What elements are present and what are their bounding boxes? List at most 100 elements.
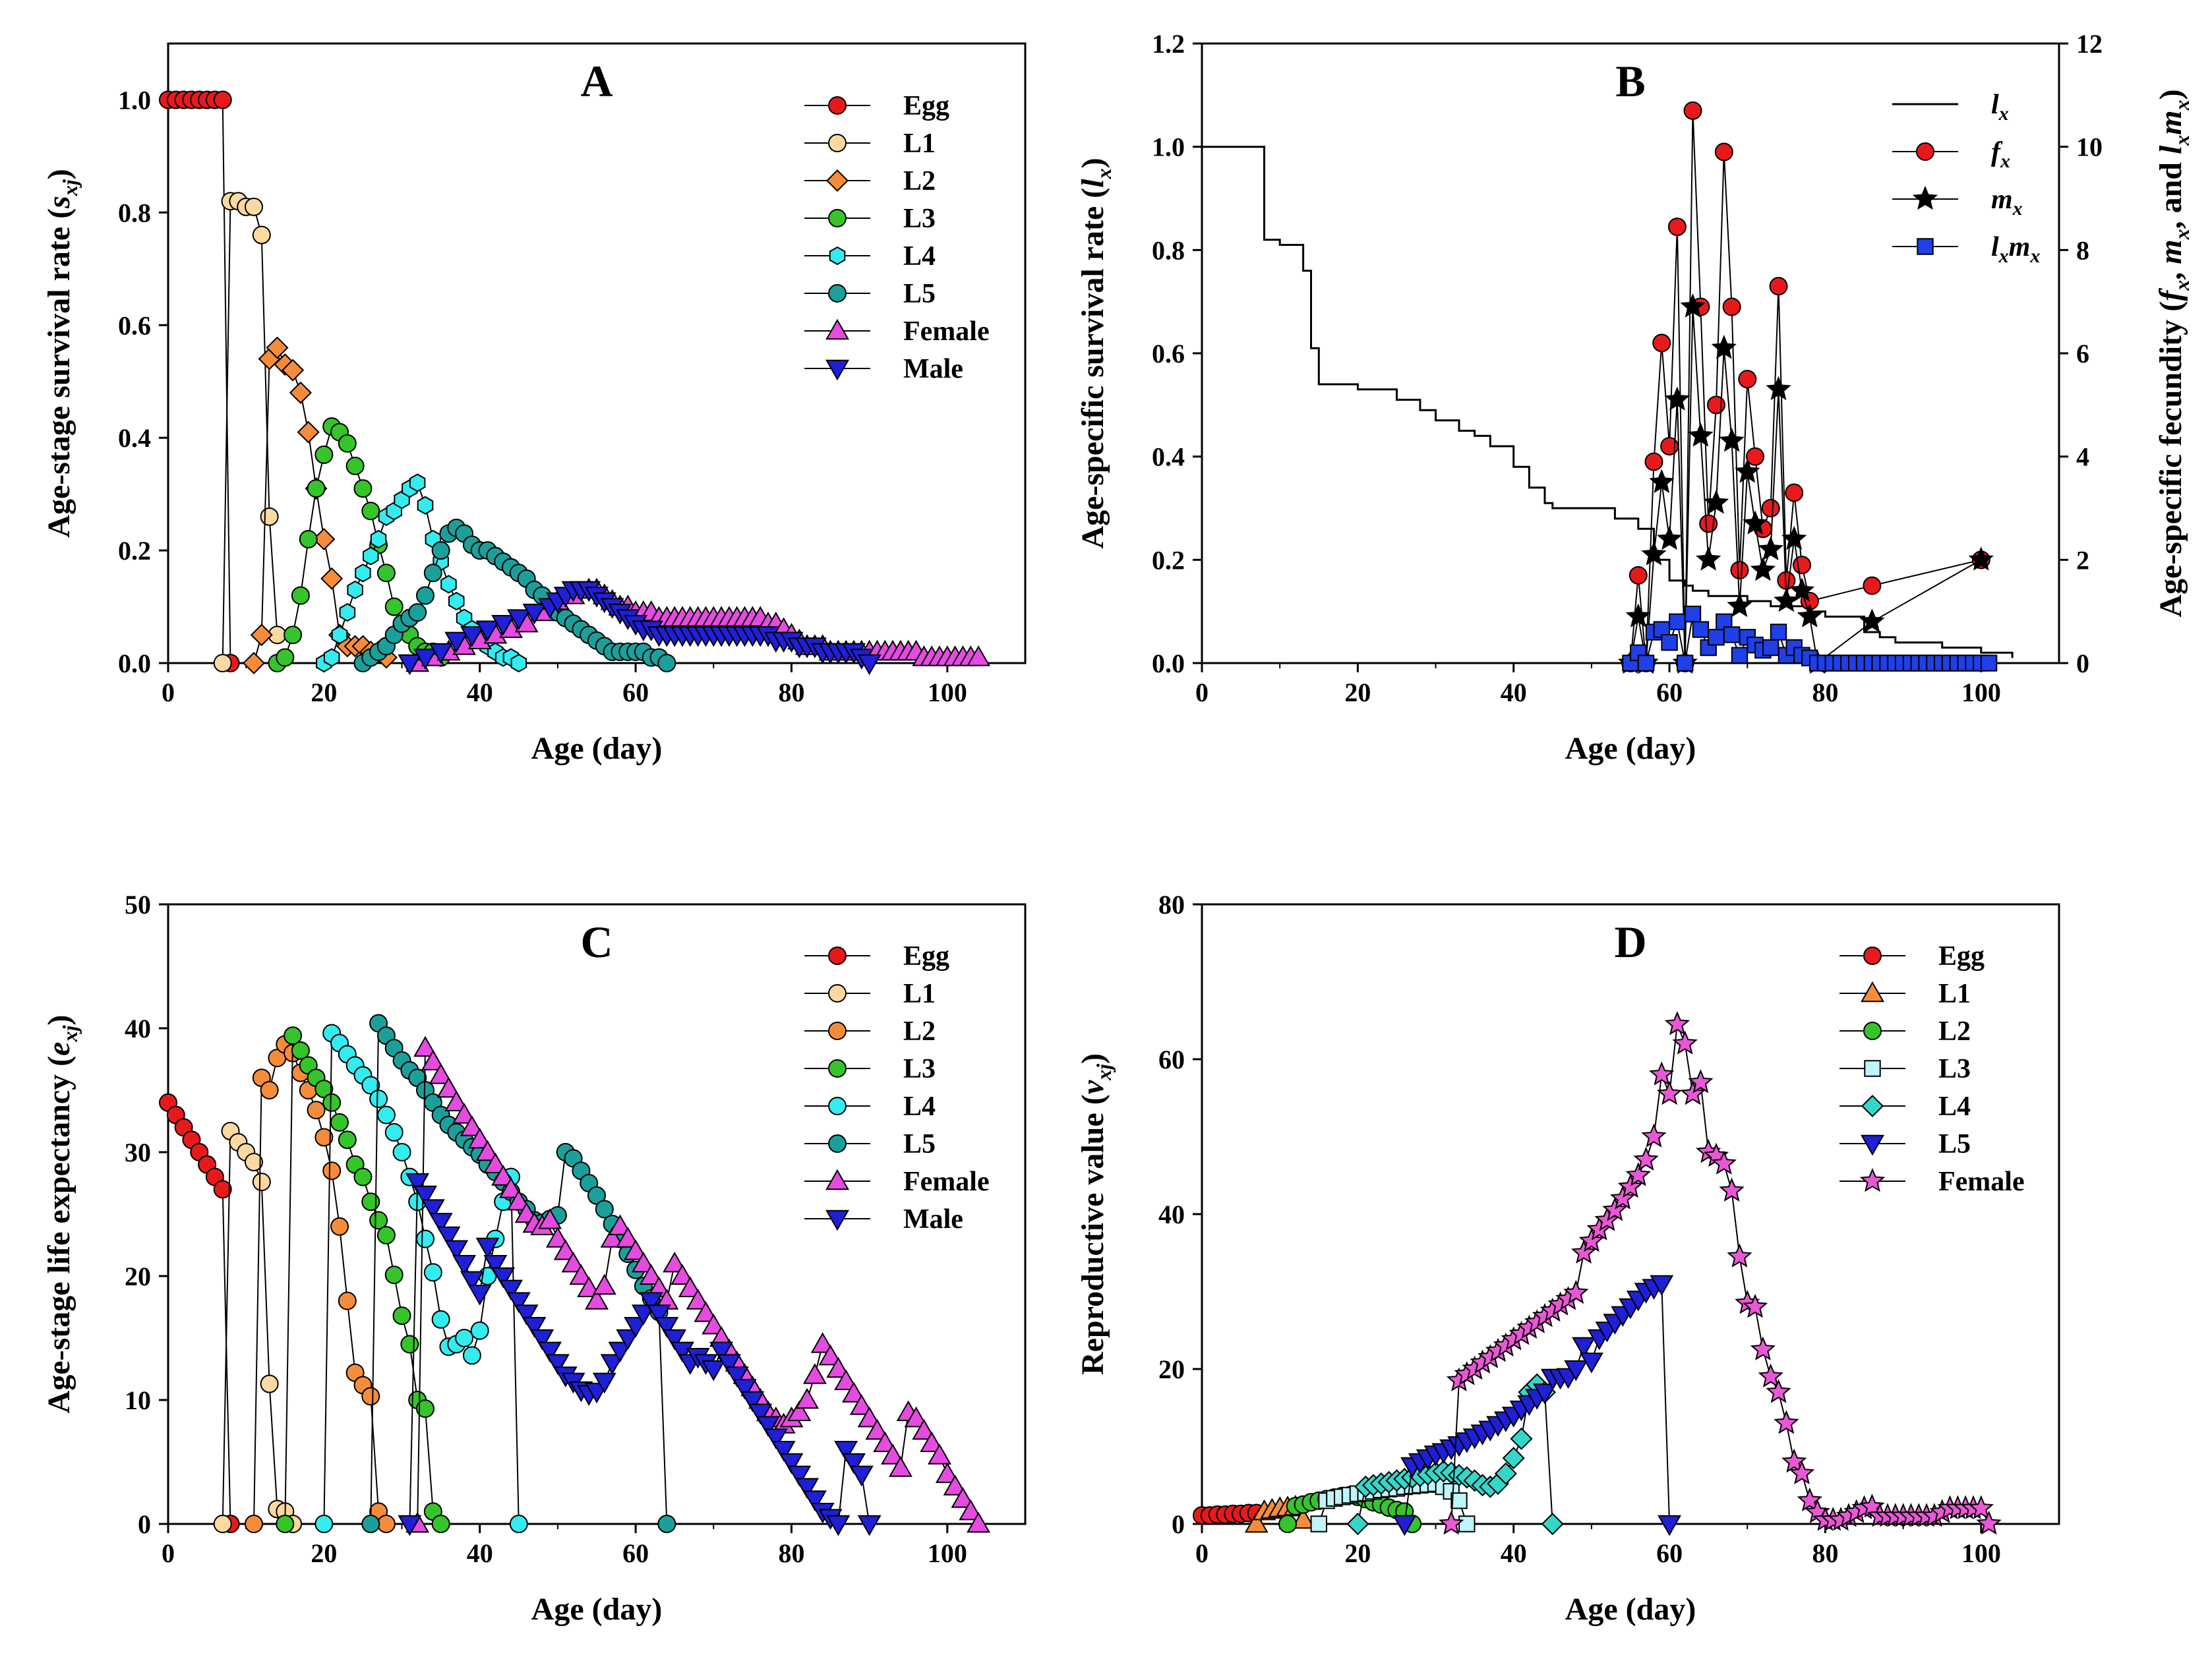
data-point [834,1369,858,1390]
legend-marker [1864,1060,1881,1077]
legend-item: Egg [804,91,949,121]
data-point [467,1285,492,1306]
y-tick-label: 1.0 [118,85,151,115]
data-point [1563,1279,1589,1304]
data-point [416,1229,434,1248]
legend-label: Female [903,316,990,347]
data-point [920,1431,944,1452]
data-point [694,1301,718,1322]
data-point [213,1180,232,1199]
plot-frame [1201,42,2060,664]
data-point [330,1113,349,1132]
data-point [276,648,295,667]
data-point [431,1515,450,1533]
series-female [405,1036,991,1533]
data-point [369,1090,388,1109]
y-axis-label-end: ) [1075,1053,1110,1064]
data-point [686,1289,710,1310]
data-point [616,1227,640,1248]
legend-marker [828,1059,847,1078]
data-point [1750,1336,1776,1360]
series-l5 [361,1014,676,1533]
data-point [338,434,357,453]
data-point [842,1453,866,1474]
y-tick-label: 20 [1158,1355,1185,1384]
panel-b: 0 20 40 60 80 100 0.0 0.2 0.4 0.6 0.8 1.0 1.2 0 2 4 6 8 10… [1075,29,2194,766]
data-point [460,626,484,647]
data-point [260,507,279,526]
data-point [384,1123,404,1142]
y-tick-label: 0.4 [118,423,151,453]
x-tick-label: 100 [1961,1538,2001,1568]
y2-tick-label: 0 [2076,649,2089,678]
legend-var: m [2009,232,2031,262]
data-point [967,645,991,666]
y-axis-label-text: Reproductive value ( [1075,1094,1110,1375]
data-point [361,1192,380,1211]
x-tick-label: 100 [928,678,967,707]
legend-marker [1861,1134,1885,1156]
data-point [314,1128,334,1147]
legend-marker [1863,947,1882,965]
data-point [795,1387,820,1409]
series-line [1630,110,1982,664]
data-point [429,1213,453,1234]
data-point [1731,647,1749,664]
data-point [369,1211,388,1230]
y2-tick-label: 2 [2076,545,2089,575]
data-point [1714,142,1733,161]
series-l2 [245,1035,396,1533]
data-point [1633,1146,1659,1171]
y-tick-label: 0.8 [118,198,151,227]
data-point [842,1382,866,1403]
legend-marker [825,1169,850,1190]
data-point [857,1406,882,1428]
data-point [678,1276,702,1297]
legend-label: Male [903,1204,963,1235]
data-point [276,1515,295,1533]
data-point [1774,1410,1799,1434]
data-point [355,564,371,583]
legend-item: L3 [1839,1054,1971,1084]
data-point [376,1105,396,1124]
y-axis-label: Reproductive value (vxj) [1075,1053,1116,1375]
data-point [1579,1353,1603,1374]
data-point [904,1406,928,1428]
x-tick-label: 0 [1195,678,1209,707]
data-point [1510,1427,1533,1450]
legend-marker [1917,238,1934,255]
series-l5 [353,518,676,672]
data-point [951,1487,975,1508]
legend-label: lx [1991,90,2009,125]
y2-axis-label-part: m [2153,110,2188,134]
data-point [702,1360,726,1382]
data-point [725,1366,749,1387]
data-point [1727,1243,1752,1268]
x-tick-label: 60 [1656,1538,1683,1568]
data-point [376,1225,396,1244]
series-egg [159,1093,240,1533]
data-point [1781,525,1807,550]
data-point [1785,483,1804,502]
data-point [1976,1510,2002,1535]
data-point [561,1251,585,1273]
plot-frame [167,903,1027,1525]
panel-letter: A [580,56,613,106]
data-point [1692,621,1710,638]
y2-axis-label-text: Age-specific fecundity ( [2153,301,2188,618]
data-point [266,336,289,359]
legend: Egg L1 L2 L3 L4 L5 Female Male [804,941,990,1235]
x-tick-label: 60 [1656,678,1683,707]
x-tick-label: 0 [1195,1538,1209,1568]
data-point [1711,1150,1737,1175]
data-point [787,1465,812,1487]
data-point [260,1081,279,1099]
data-point [587,1186,606,1205]
data-point [763,1428,788,1449]
data-point [865,1418,889,1440]
x-tick-label: 80 [1812,1538,1838,1568]
data-point [436,1226,461,1248]
data-point [1742,510,1768,535]
legend-label: Female [903,1167,990,1197]
